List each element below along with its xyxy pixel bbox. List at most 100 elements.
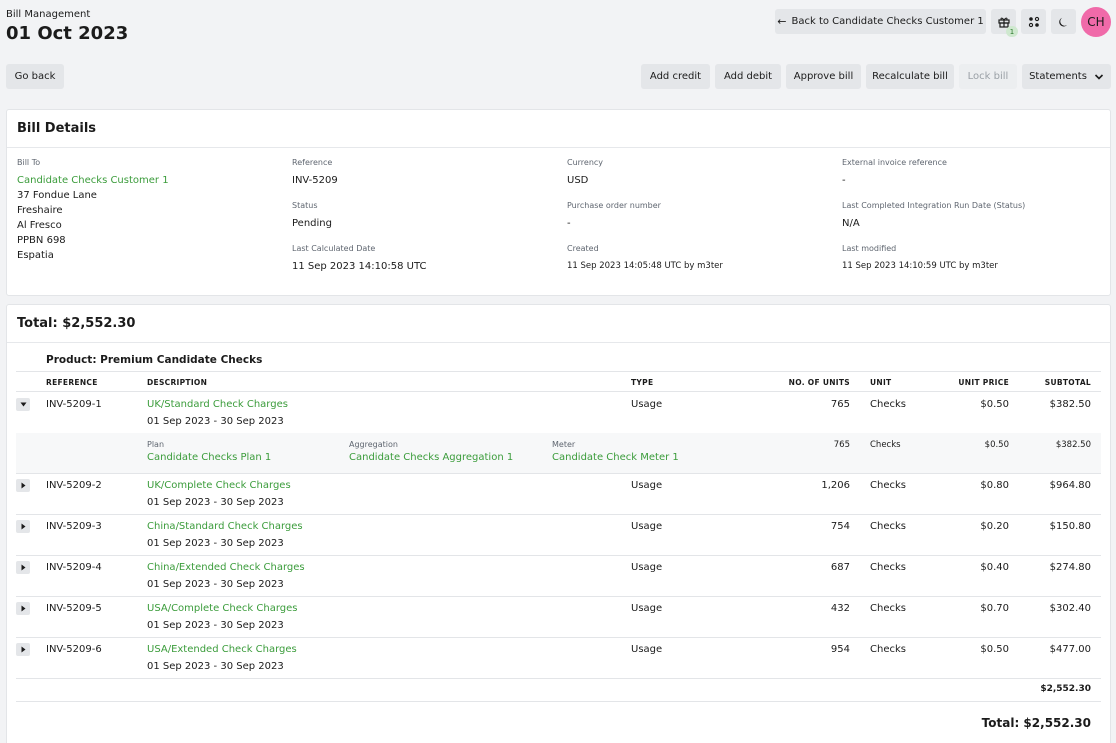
last-modified-label: Last modified: [842, 244, 897, 253]
address-line: Al Fresco: [17, 220, 62, 231]
chevron-down-icon: [1094, 73, 1103, 80]
row-unit-price: $0.40: [980, 562, 1009, 573]
row-period: 01 Sep 2023 - 30 Sep 2023: [147, 620, 284, 631]
row-description-link[interactable]: China/Extended Check Charges: [147, 562, 305, 573]
add-debit-button[interactable]: Add debit: [715, 64, 781, 89]
divider: [16, 514, 1101, 515]
row-reference: INV-5209-1: [46, 399, 102, 410]
divider: [16, 391, 1101, 392]
expand-row-button[interactable]: [16, 520, 30, 533]
row-unit-price: $0.80: [980, 480, 1009, 491]
row-reference: INV-5209-2: [46, 480, 102, 491]
caret-right-icon: [21, 605, 25, 612]
integrations-button[interactable]: [1021, 9, 1046, 34]
column-header: NO. OF UNITS: [788, 378, 850, 387]
row-period: 01 Sep 2023 - 30 Sep 2023: [147, 416, 284, 427]
row-period: 01 Sep 2023 - 30 Sep 2023: [147, 579, 284, 590]
row-subtotal: $274.80: [1049, 562, 1091, 573]
aggregation-link[interactable]: Candidate Checks Aggregation 1: [349, 452, 514, 463]
breadcrumb[interactable]: Bill Management: [6, 9, 91, 20]
bill-to-block: Bill To Candidate Checks Customer 1 37 F…: [17, 158, 169, 263]
external-ref-value: -: [842, 175, 846, 186]
row-type: Usage: [631, 399, 663, 410]
row-description-link[interactable]: UK/Standard Check Charges: [147, 399, 288, 410]
row-subtotal: $477.00: [1049, 644, 1091, 655]
gift-icon: [997, 17, 1010, 28]
add-credit-button[interactable]: Add credit: [641, 64, 710, 89]
currency-label: Currency: [567, 158, 604, 167]
lock-bill-button[interactable]: Lock bill: [959, 64, 1017, 89]
row-subtotal: $964.80: [1049, 480, 1091, 491]
row-unit-price: $0.50: [980, 644, 1009, 655]
row-unit: Checks: [870, 399, 906, 410]
reference-block: Reference INV-5209: [292, 158, 338, 188]
external-ref-block: External invoice reference -: [842, 158, 947, 188]
divider: [16, 555, 1101, 556]
divider: [16, 637, 1101, 638]
notification-badge: 1: [1006, 26, 1018, 37]
currency-block: Currency USD: [567, 158, 603, 188]
column-header: DESCRIPTION: [147, 378, 208, 387]
approve-bill-button[interactable]: Approve bill: [786, 64, 861, 89]
row-unit: Checks: [870, 603, 906, 614]
row-type: Usage: [631, 521, 663, 532]
divider: [16, 678, 1101, 679]
address-line: 37 Fondue Lane: [17, 190, 97, 201]
caret-right-icon: [21, 646, 25, 653]
bill-to-label: Bill To: [17, 158, 41, 167]
row-type: Usage: [631, 480, 663, 491]
last-calculated-block: Last Calculated Date 11 Sep 2023 14:10:5…: [292, 244, 426, 274]
go-back-button[interactable]: Go back: [6, 64, 64, 89]
divider: [16, 473, 1101, 474]
meter-link[interactable]: Candidate Check Meter 1: [552, 452, 679, 463]
product-heading: Product: Premium Candidate Checks: [46, 354, 263, 366]
plan-link[interactable]: Candidate Checks Plan 1: [147, 452, 272, 463]
plan-label: Plan: [147, 440, 165, 449]
meter-label: Meter: [552, 440, 576, 449]
recalculate-bill-button[interactable]: Recalculate bill: [866, 64, 954, 89]
row-units: 954: [830, 644, 850, 655]
back-to-customer-button[interactable]: ← Back to Candidate Checks Customer 1: [775, 9, 986, 34]
row-type: Usage: [631, 644, 663, 655]
expanded-units: 765: [833, 440, 850, 450]
avatar[interactable]: CH: [1081, 7, 1111, 37]
row-period: 01 Sep 2023 - 30 Sep 2023: [147, 497, 284, 508]
arrow-left-icon: ←: [777, 15, 787, 28]
bill-lines-card: Total: $2,552.30: [6, 304, 1111, 743]
row-type: Usage: [631, 603, 663, 614]
status-value: Pending: [292, 218, 332, 229]
column-header: REFERENCE: [46, 378, 98, 387]
row-description-link[interactable]: UK/Complete Check Charges: [147, 480, 291, 491]
page-title: 01 Oct 2023: [6, 23, 129, 44]
bill-details-title: Bill Details: [7, 110, 1110, 148]
expand-row-button[interactable]: [16, 561, 30, 574]
status-label: Status: [292, 201, 318, 210]
grand-total: Total: $2,552.30: [981, 716, 1091, 730]
row-units: 754: [830, 521, 850, 532]
status-block: Status Pending: [292, 201, 332, 231]
row-period: 01 Sep 2023 - 30 Sep 2023: [147, 538, 284, 549]
po-number-value: -: [567, 218, 571, 229]
row-type: Usage: [631, 562, 663, 573]
expanded-unit: Checks: [870, 440, 901, 450]
expand-row-button[interactable]: [16, 479, 30, 492]
row-units: 432: [830, 603, 850, 614]
statements-dropdown[interactable]: Statements: [1022, 64, 1111, 89]
row-description-link[interactable]: USA/Complete Check Charges: [147, 603, 298, 614]
row-description-link[interactable]: USA/Extended Check Charges: [147, 644, 297, 655]
divider: [16, 371, 1101, 372]
expanded-subtotal: $382.50: [1055, 440, 1091, 450]
collapse-row-button[interactable]: [16, 398, 30, 411]
expand-row-button[interactable]: [16, 602, 30, 615]
bill-to-customer-link[interactable]: Candidate Checks Customer 1: [17, 175, 169, 186]
theme-toggle-button[interactable]: [1051, 9, 1076, 34]
created-value: 11 Sep 2023 14:05:48 UTC by m3ter: [567, 261, 723, 271]
address-line: Espatia: [17, 250, 54, 261]
row-description-link[interactable]: China/Standard Check Charges: [147, 521, 303, 532]
row-units: 765: [830, 399, 850, 410]
divider: [16, 596, 1101, 597]
column-header: SUBTOTAL: [1044, 378, 1091, 387]
expand-row-button[interactable]: [16, 643, 30, 656]
row-unit: Checks: [870, 521, 906, 532]
